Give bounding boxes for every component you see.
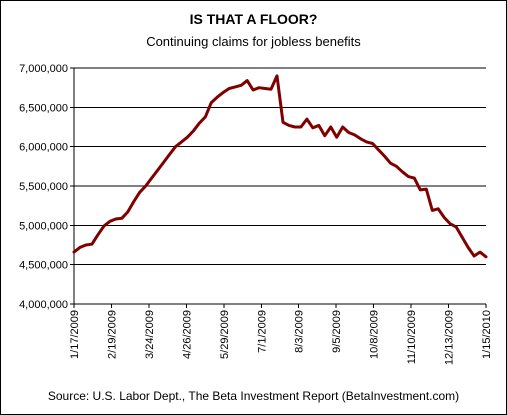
y-tick-label: 5,000,000 bbox=[19, 220, 68, 232]
source-note: Source: U.S. Labor Dept., The Beta Inves… bbox=[47, 389, 460, 403]
x-tick-label: 4/26/2009 bbox=[181, 310, 193, 359]
series-line bbox=[72, 74, 488, 259]
x-tick-label: 1/17/2009 bbox=[69, 310, 81, 359]
y-tick-label: 5,500,000 bbox=[19, 181, 68, 193]
y-tick-label: 7,000,000 bbox=[19, 63, 68, 75]
x-tick-label: 10/8/2009 bbox=[369, 310, 381, 359]
y-tick-label: 4,000,000 bbox=[19, 299, 68, 311]
x-tick-label: 5/29/2009 bbox=[219, 310, 231, 359]
x-tick-label: 2/19/2009 bbox=[106, 310, 118, 359]
x-tick-label: 1/15/2010 bbox=[481, 310, 493, 359]
series-group bbox=[72, 74, 488, 259]
x-axis-ticks: 1/17/2009 2/19/2009 3/24/2009 4/26/2009 5/29… bbox=[69, 304, 493, 365]
chart-subtitle: Continuing claims for jobless benefits bbox=[146, 34, 361, 49]
y-tick-label: 6,000,000 bbox=[19, 142, 68, 154]
y-axis-ticks: 4,000,000 4,500,000 5,000,000 5,500,000 6,00… bbox=[19, 63, 74, 311]
x-tick-label: 8/3/2009 bbox=[294, 310, 306, 353]
x-tick-label: 11/10/2009 bbox=[406, 310, 418, 364]
x-tick-label: 9/5/2009 bbox=[331, 310, 343, 353]
y-tick-label: 4,500,000 bbox=[19, 260, 68, 272]
x-tick-label: 12/13/2009 bbox=[444, 310, 456, 365]
chart-title: IS THAT A FLOOR? bbox=[189, 11, 318, 27]
x-tick-label: 7/1/2009 bbox=[256, 310, 268, 353]
x-tick-label: 3/24/2009 bbox=[144, 310, 156, 359]
y-tick-label: 6,500,000 bbox=[19, 102, 68, 114]
